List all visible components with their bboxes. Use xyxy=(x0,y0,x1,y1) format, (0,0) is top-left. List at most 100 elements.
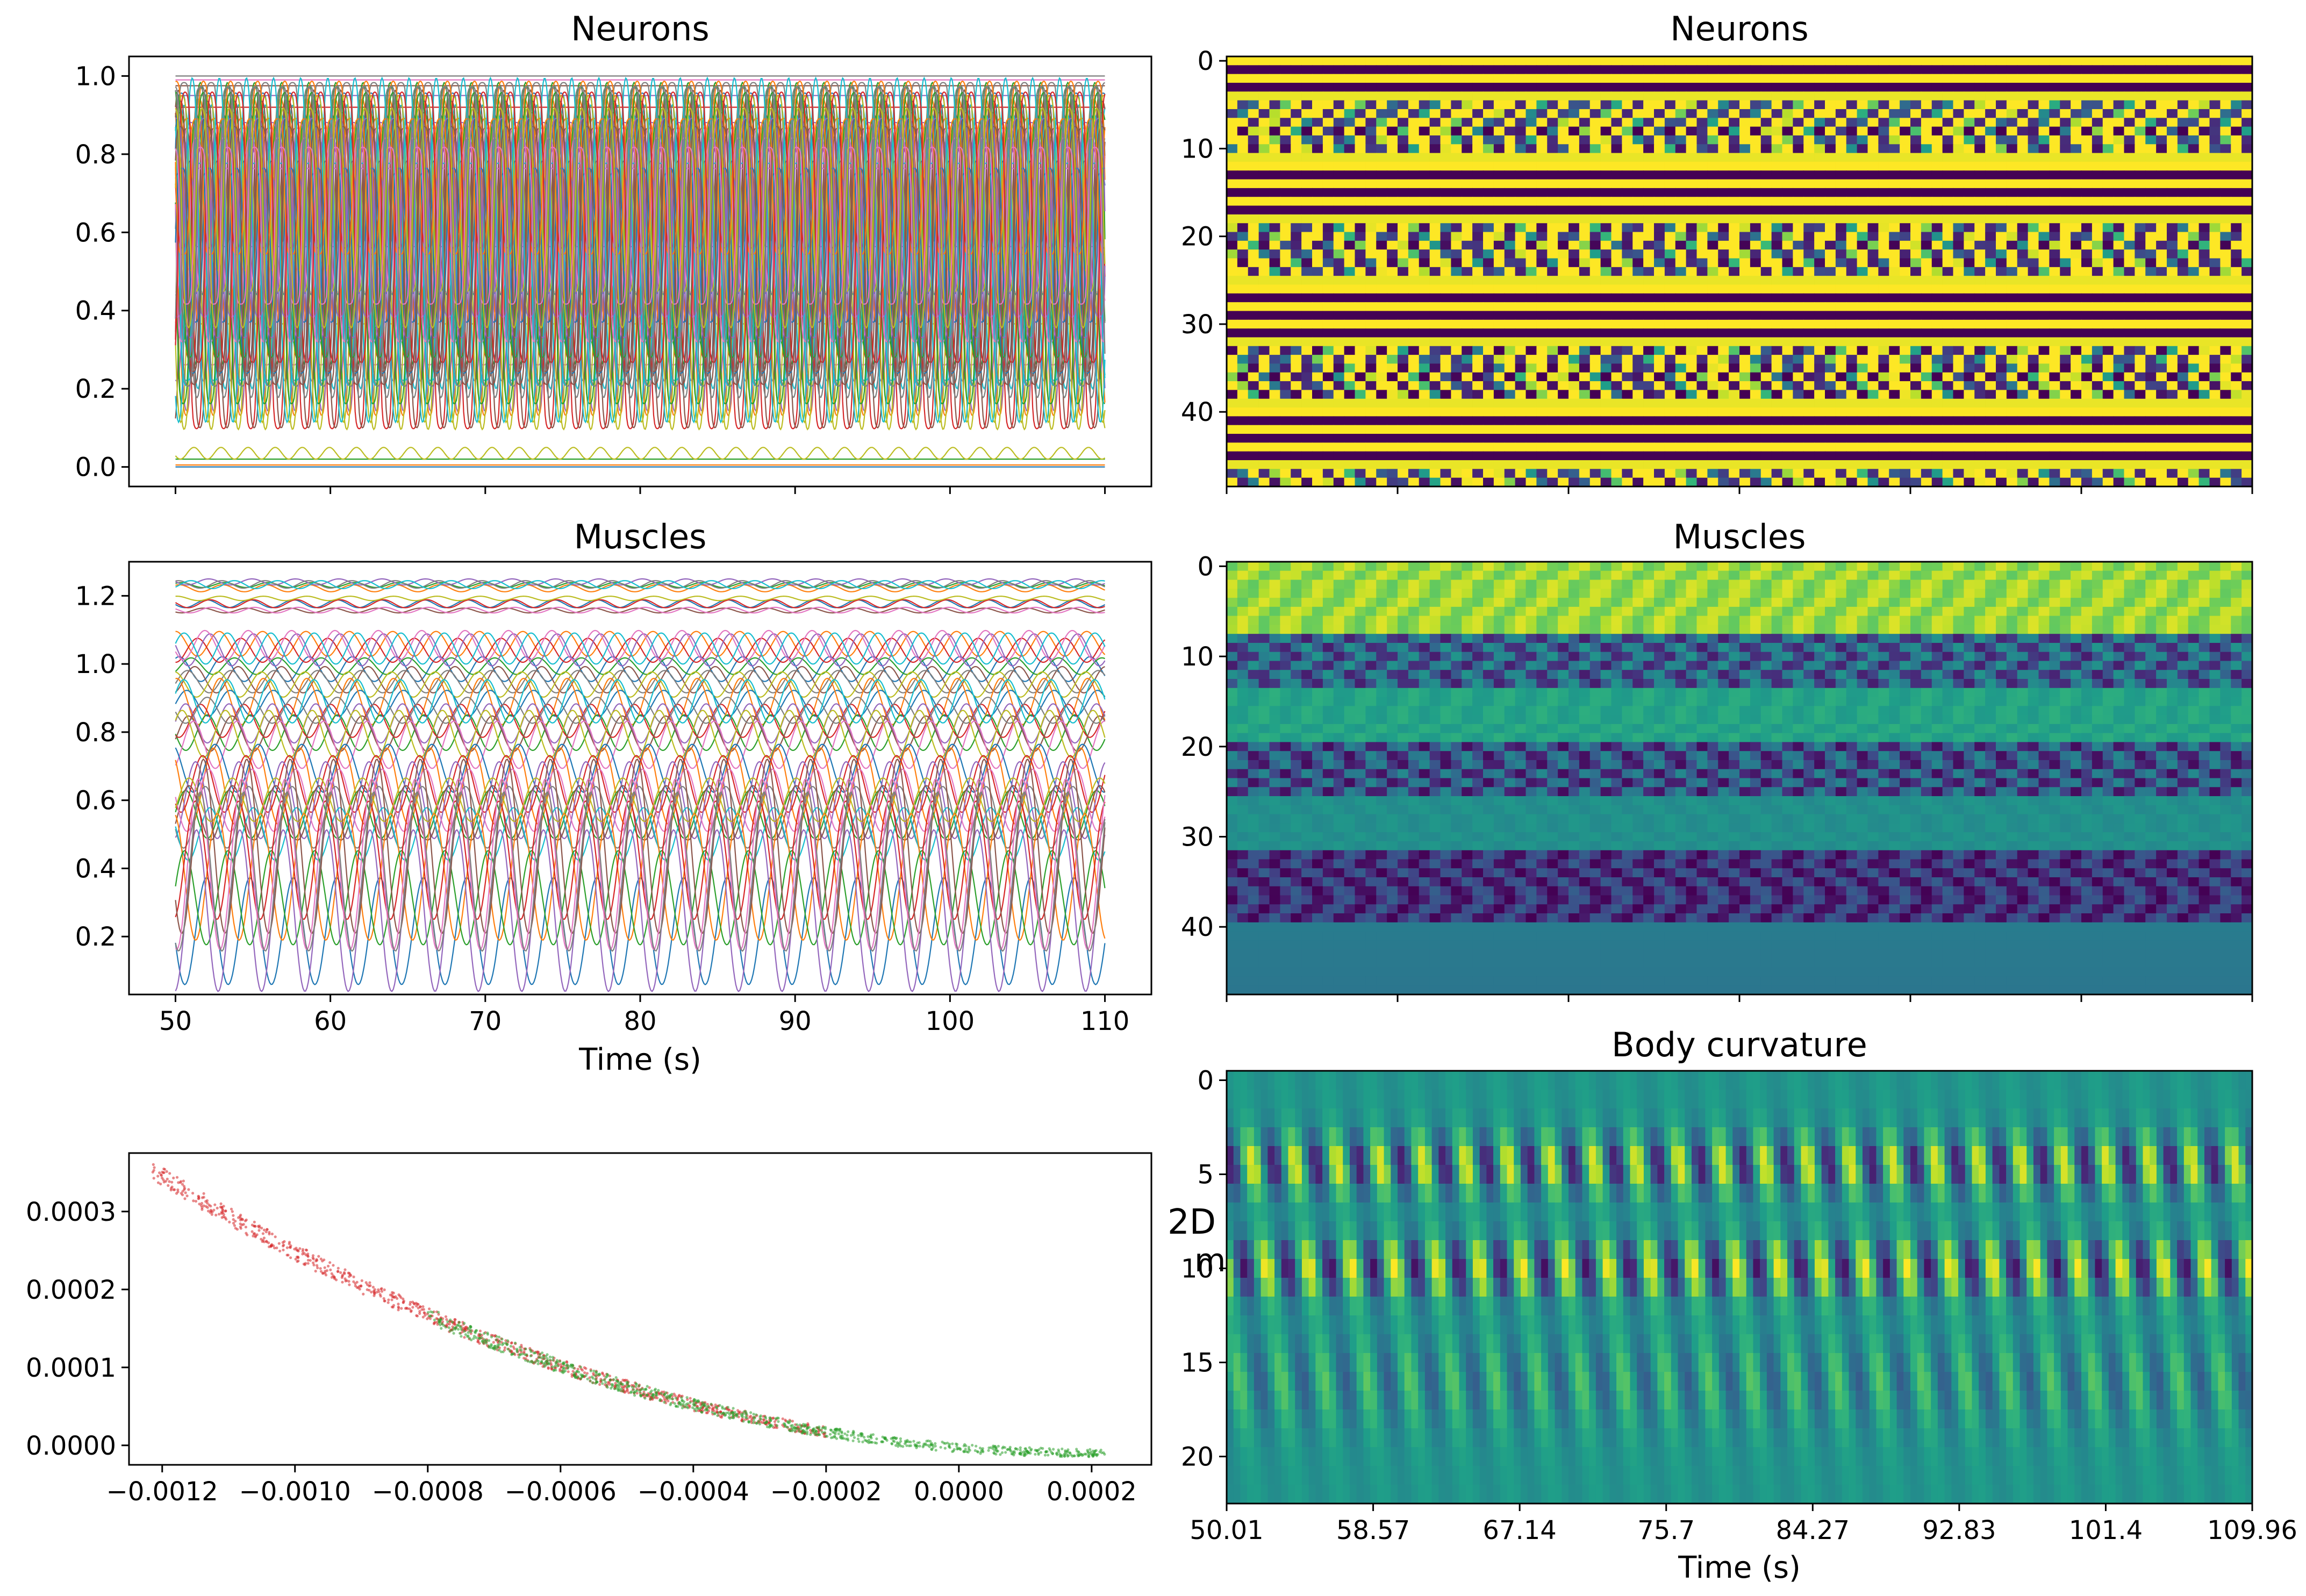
neurons-heatmap-cell xyxy=(1739,372,1751,382)
neurons-heatmap-cell xyxy=(1569,240,1580,250)
neurons-heatmap-cell xyxy=(1408,100,1420,110)
neurons-heatmap-cell xyxy=(1589,223,1601,233)
muscle-series-line xyxy=(175,696,1106,724)
neurons-heatmap-cell xyxy=(1632,319,1644,329)
neurons-heatmap-cell xyxy=(1803,363,1815,373)
neurons-heatmap-cell xyxy=(1739,109,1751,119)
neurons-heatmap-cell xyxy=(1632,118,1644,127)
neurons-heatmap-cell xyxy=(1996,416,2007,426)
neurons-heatmap-cell xyxy=(2198,407,2210,417)
neurons-heatmap-cell xyxy=(1504,223,1516,233)
neurons-heatmap-cell xyxy=(1398,425,1409,434)
neurons-heatmap-cell xyxy=(1632,144,1644,154)
neurons-heatmap-cell xyxy=(1429,311,1441,320)
neurons-heatmap-cell xyxy=(1536,355,1548,364)
neurons-heatmap-cell xyxy=(1910,477,1922,487)
neurons-heatmap-y-tick-label: 40 xyxy=(1181,397,1214,427)
neurons-heatmap-cell xyxy=(1867,407,1879,417)
neurons-heatmap-cell xyxy=(1622,144,1634,154)
neurons-heatmap-cell xyxy=(1835,258,1847,268)
neurons-heatmap-cell xyxy=(1558,434,1569,443)
neurons-heatmap-cell xyxy=(1996,451,2007,461)
neurons-heatmap-cell xyxy=(2198,249,2210,259)
neurons-heatmap-cell xyxy=(1248,293,1259,303)
neurons-heatmap-cell xyxy=(1600,197,1612,206)
neurons-heatmap-cell xyxy=(2135,118,2146,127)
neurons-heatmap-cell xyxy=(1493,109,1505,119)
neurons-heatmap-cell xyxy=(1440,460,1452,470)
neurons-heatmap-cell xyxy=(2017,390,2029,399)
neurons-heatmap-cell xyxy=(1643,179,1655,189)
neurons-heatmap-cell xyxy=(1600,240,1612,250)
neurons-heatmap-cell xyxy=(1312,109,1323,119)
neurons-heatmap-cell xyxy=(1835,91,1847,101)
neurons-heatmap-cell xyxy=(2071,205,2082,215)
neurons-heatmap-cell xyxy=(1440,118,1452,127)
neurons-heatmap-cell xyxy=(2209,363,2221,373)
neurons-heatmap-cell xyxy=(1835,372,1847,382)
neurons-heatmap-cell xyxy=(1462,161,1473,171)
muscle-series-line xyxy=(175,850,1106,946)
neurons-heatmap-cell xyxy=(1664,346,1676,355)
neurons-heatmap-cell xyxy=(1814,232,1825,241)
neurons-heatmap-cell xyxy=(1643,161,1655,171)
neurons-heatmap-cell xyxy=(1964,258,1975,268)
neurons-heatmap-cell xyxy=(2220,328,2232,338)
neurons-heatmap-cell xyxy=(1825,223,1836,233)
neurons-heatmap-cell xyxy=(1515,249,1527,259)
neurons-heatmap-cell xyxy=(2092,214,2103,224)
neurons-heatmap-cell xyxy=(1472,232,1484,241)
muscles-heatmap-cell xyxy=(1675,562,1687,571)
neurons-heatmap-cell xyxy=(1355,460,1366,470)
neurons-heatmap-cell xyxy=(2049,267,2061,276)
neurons-heatmap-cell xyxy=(1953,398,1965,408)
neurons-heatmap-cell xyxy=(2049,293,2061,303)
neurons-heatmap-cell xyxy=(1729,363,1740,373)
neurons-heatmap-cell xyxy=(1376,284,1387,294)
neurons-heatmap-cell xyxy=(1258,390,1270,399)
neurons-heatmap-cell xyxy=(1258,126,1270,136)
neurons-heatmap-cell xyxy=(2071,276,2082,285)
neurons-heatmap-cell xyxy=(2017,91,2029,101)
neurons-heatmap-cell xyxy=(1964,188,1975,198)
muscles-heatmap-cell xyxy=(2156,562,2167,571)
neurons-heatmap-cell xyxy=(2071,161,2082,171)
muscles-heatmap-cell xyxy=(1707,562,1719,571)
neurons-heatmap-cell xyxy=(1558,197,1569,206)
neurons-heatmap-cell xyxy=(1643,372,1655,382)
neurons-heatmap-cell xyxy=(2060,390,2071,399)
neurons-heatmap-cell xyxy=(1814,390,1825,399)
neurons-heatmap-cell xyxy=(1237,442,1249,452)
neurons-heatmap-cell xyxy=(1664,232,1676,241)
neurons-heatmap-cell xyxy=(1867,363,1879,373)
neurons-heatmap-cell xyxy=(1867,293,1879,303)
neurons-heatmap-cell xyxy=(1440,65,1452,75)
neurons-heatmap-cell xyxy=(1643,311,1655,320)
neurons-heatmap-cell xyxy=(1333,311,1345,320)
muscles-heatmap-cell xyxy=(2092,562,2103,571)
neurons-heatmap-cell xyxy=(1985,126,1996,136)
neurons-line-y-tick-label: 0.0 xyxy=(75,453,116,483)
neurons-heatmap-cell xyxy=(2060,442,2071,452)
neurons-heatmap-cell xyxy=(1739,319,1751,329)
neurons-heatmap-cell xyxy=(1857,319,1868,329)
neurons-heatmap-cell xyxy=(1227,214,1238,224)
neurons-heatmap-cell xyxy=(1964,118,1975,127)
neurons-heatmap-cell xyxy=(1878,302,1890,312)
neurons-heatmap-cell xyxy=(1333,91,1345,101)
neurons-heatmap-cell xyxy=(1696,126,1708,136)
neurons-heatmap-cell xyxy=(1312,337,1323,347)
neurons-heatmap-cell xyxy=(1953,434,1965,443)
neurons-heatmap-cell xyxy=(1429,469,1441,478)
neurons-heatmap-cell xyxy=(1664,65,1676,75)
neurons-heatmap-cell xyxy=(2049,328,2061,338)
neurons-heatmap-cell xyxy=(1558,126,1569,136)
neurons-heatmap-cell xyxy=(1825,407,1836,417)
neurons-heatmap-cell xyxy=(1376,214,1387,224)
muscles-heatmap-cell xyxy=(1600,562,1612,571)
neurons-heatmap-cell xyxy=(2017,328,2029,338)
neurons-heatmap-cell xyxy=(1600,469,1612,478)
neurons-heatmap-cell xyxy=(1835,109,1847,119)
neurons-heatmap-cell xyxy=(1365,74,1377,83)
neurons-heatmap-cell xyxy=(2102,346,2114,355)
